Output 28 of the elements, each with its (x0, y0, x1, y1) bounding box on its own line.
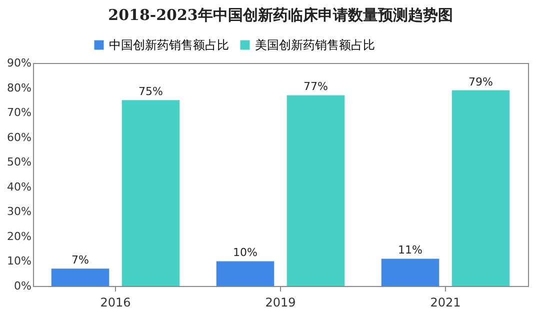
bar (452, 90, 510, 286)
bar (122, 100, 180, 286)
bar (381, 258, 440, 286)
legend-label: 中国创新药销售额占比 (109, 38, 229, 52)
y-tick-label: 80% (7, 81, 32, 94)
bar (286, 95, 345, 286)
y-tick-label: 20% (7, 230, 32, 243)
y-tick-label: 40% (7, 180, 32, 194)
data-label: 75% (138, 85, 163, 98)
y-tick-label: 60% (7, 130, 32, 144)
y-tick-label: 90% (7, 56, 32, 70)
data-label: 10% (233, 246, 258, 260)
data-label: 7% (72, 254, 89, 267)
legend-label: 美国创新药销售额占比 (255, 38, 375, 52)
y-tick-label: 50% (7, 156, 32, 169)
y-tick-label: 10% (7, 254, 32, 268)
y-tick-label: 30% (7, 205, 32, 218)
bar (216, 261, 274, 286)
chart-title: 2018-2023年中国创新药临床申请数量预测趋势图 (108, 6, 453, 24)
y-tick-label: 70% (7, 106, 32, 120)
data-label: 79% (468, 75, 493, 88)
x-tick-label: 2016 (100, 296, 131, 310)
bar (51, 268, 110, 286)
y-tick-label: 0% (14, 280, 32, 292)
data-label: 11% (398, 244, 422, 257)
data-label: 77% (304, 80, 328, 94)
x-tick-label: 2019 (265, 296, 296, 310)
x-tick-label: 2021 (430, 296, 461, 310)
